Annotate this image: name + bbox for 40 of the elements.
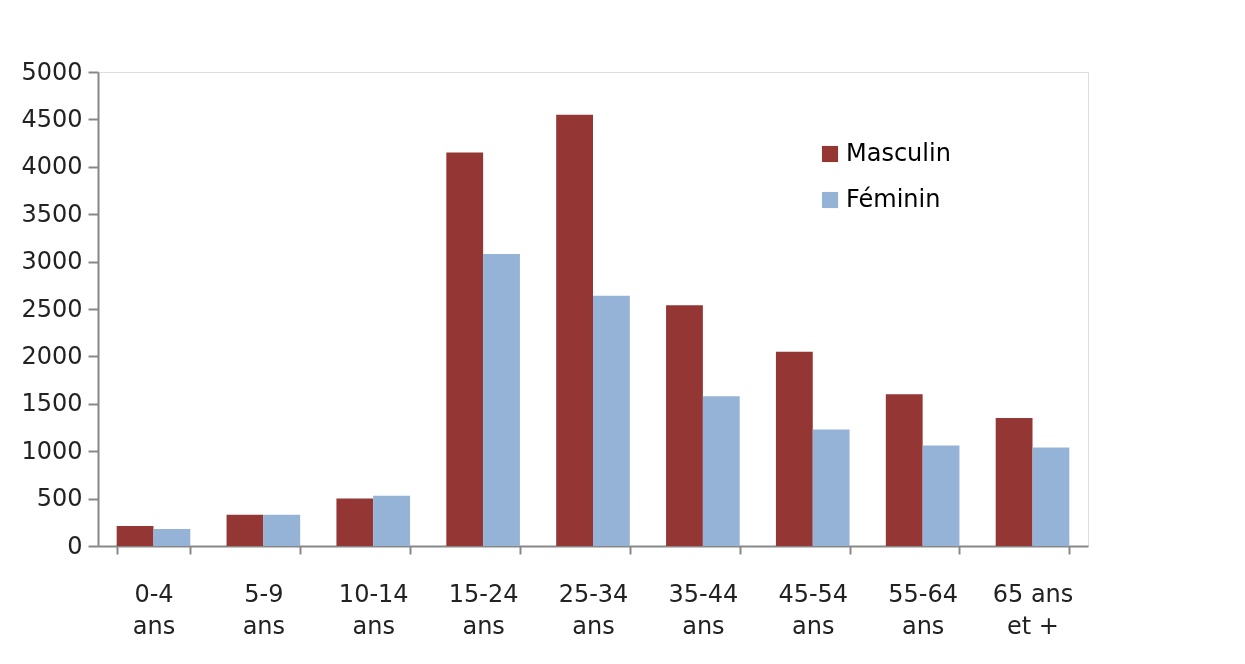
y-tick-label: 3000 [21, 247, 83, 276]
bar [702, 396, 740, 546]
bar [226, 514, 264, 546]
bar [373, 495, 411, 546]
y-tick-label: 1000 [21, 436, 83, 465]
bar [153, 528, 191, 546]
y-tick-label: 2500 [21, 294, 83, 323]
x-tick-label: 55-64 ans [888, 579, 959, 640]
x-tick-label: 45-54 ans [778, 579, 849, 640]
bar [1032, 447, 1070, 546]
x-tick-label: 65 ans et + [992, 579, 1074, 640]
bar [556, 114, 593, 546]
bar [263, 514, 301, 546]
bar [885, 394, 923, 546]
y-tick-label: 3500 [21, 199, 83, 228]
bar [666, 305, 703, 546]
y-tick-label: 0 [67, 531, 83, 560]
bar [775, 351, 813, 546]
y-tick-label: 5000 [21, 57, 83, 86]
y-tick-label: 1500 [21, 389, 83, 418]
bar [593, 295, 630, 546]
x-tick-label: 0-4 ans [132, 579, 176, 640]
y-tick-label: 500 [36, 484, 83, 513]
x-tick-label: 5-9 ans [242, 579, 286, 640]
x-tick-label: 10-14 ans [338, 579, 409, 640]
bar [336, 498, 374, 546]
y-tick-label: 4000 [21, 152, 83, 181]
y-tick-label: 2000 [21, 341, 83, 370]
bar [483, 254, 520, 546]
x-tick-label: 15-24 ans [448, 579, 519, 640]
y-tick-label: 4500 [21, 104, 83, 133]
bar [995, 418, 1033, 546]
legend-label: Masculin [846, 139, 951, 167]
x-tick-label: 25-34 ans [558, 579, 629, 640]
legend-label: Féminin [846, 185, 941, 213]
x-tick-label: 35-44 ans [668, 579, 739, 640]
bar [116, 526, 154, 546]
bar [812, 429, 850, 546]
bar [922, 445, 960, 546]
bar [446, 152, 484, 546]
